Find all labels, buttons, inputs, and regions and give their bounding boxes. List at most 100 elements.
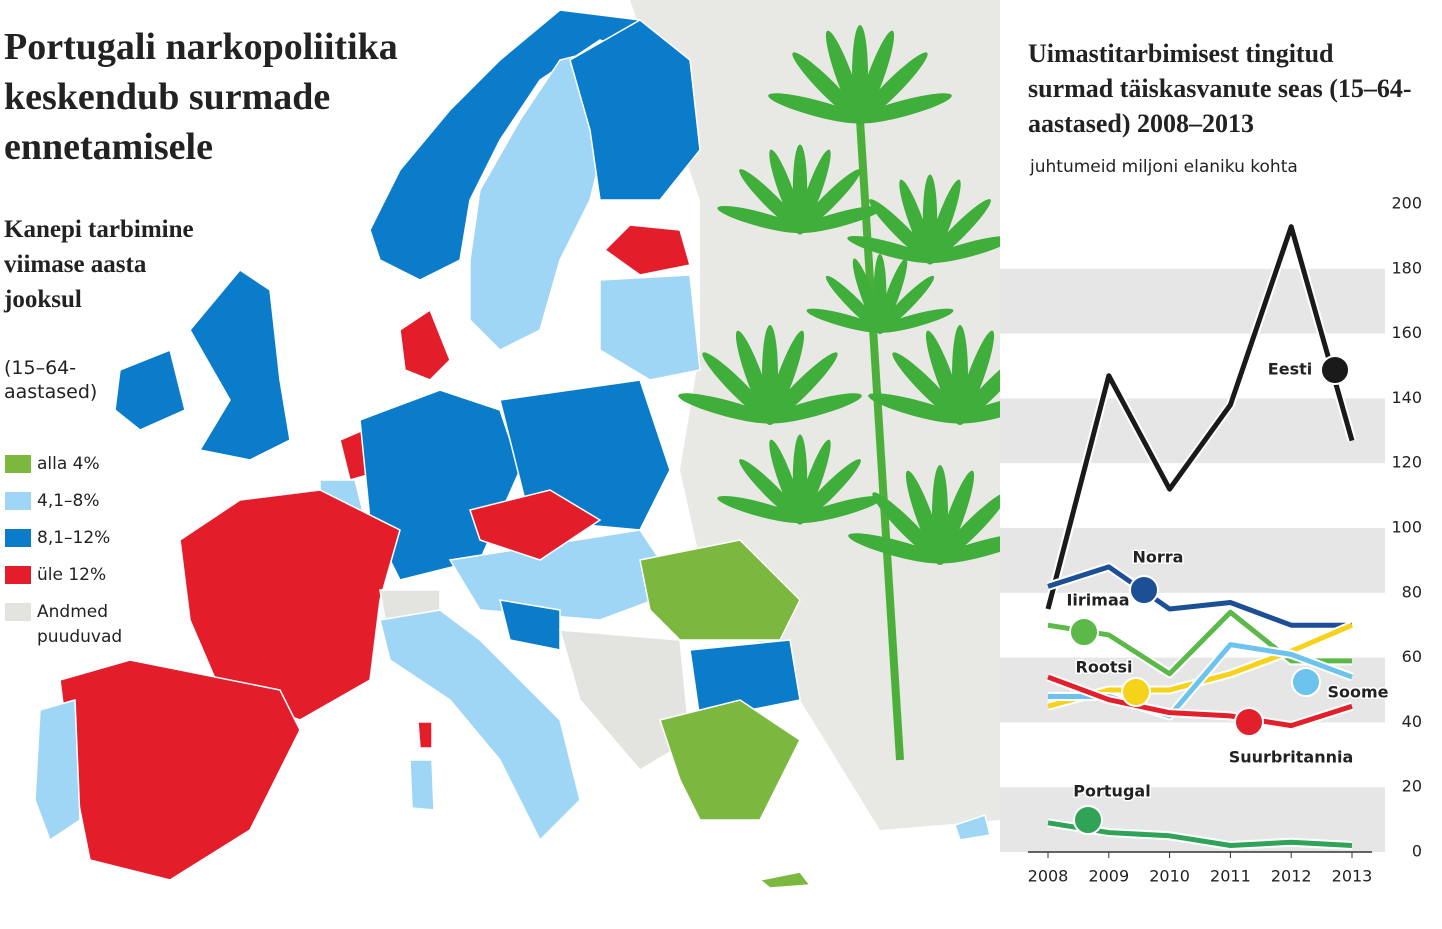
leaf bbox=[766, 352, 838, 424]
x-tick-label: 2010 bbox=[1149, 867, 1190, 886]
country bbox=[409, 759, 435, 811]
series-outline bbox=[1048, 640, 1354, 721]
flag bbox=[1234, 707, 1264, 737]
country bbox=[558, 629, 691, 771]
legend-swatch bbox=[5, 455, 31, 473]
grid-band bbox=[1000, 787, 1385, 852]
leaf bbox=[926, 199, 991, 264]
series-outline bbox=[1046, 562, 1352, 630]
flag bbox=[1129, 575, 1159, 605]
leaf bbox=[702, 352, 774, 424]
legend-label: üle 12% bbox=[37, 565, 107, 585]
leaf bbox=[856, 52, 928, 124]
series-line bbox=[1048, 642, 1353, 719]
leaf bbox=[955, 393, 1000, 424]
map-subtitle: Kanepi tarbimine viimase aasta jooksul bbox=[4, 216, 194, 313]
leaf bbox=[792, 52, 864, 124]
flag bbox=[1291, 667, 1321, 697]
country bbox=[379, 609, 581, 842]
series-label: Iirimaa bbox=[1066, 591, 1129, 610]
series-outline bbox=[1046, 672, 1354, 731]
series-outline bbox=[1043, 222, 1357, 611]
grid-band bbox=[1000, 398, 1385, 464]
series-label: Suurbritannia bbox=[1229, 748, 1354, 767]
leaf bbox=[935, 533, 1000, 564]
leaf bbox=[848, 533, 945, 564]
series-line bbox=[1047, 609, 1352, 677]
leaf bbox=[768, 93, 865, 124]
country bbox=[417, 721, 433, 749]
flag bbox=[1121, 677, 1151, 707]
leaf bbox=[717, 205, 805, 234]
y-tick-label: 100 bbox=[1391, 518, 1422, 537]
y-tick-label: 200 bbox=[1391, 194, 1422, 213]
legend-label: 4,1–8% bbox=[37, 491, 100, 511]
leaf bbox=[877, 258, 908, 334]
leaf bbox=[847, 235, 935, 264]
series-line bbox=[1047, 622, 1353, 709]
x-tick-label: 2008 bbox=[1028, 867, 1069, 886]
y-tick-label: 40 bbox=[1402, 712, 1422, 731]
leaf bbox=[797, 149, 831, 235]
flag bbox=[1069, 617, 1099, 647]
countries bbox=[34, 9, 991, 889]
plant bbox=[678, 25, 1000, 761]
leaf bbox=[825, 275, 884, 334]
country bbox=[639, 539, 801, 641]
series-outline bbox=[1047, 607, 1352, 679]
legend-swatch bbox=[5, 566, 31, 584]
leaf bbox=[678, 393, 775, 424]
leaf bbox=[892, 352, 964, 424]
country bbox=[689, 639, 801, 721]
country bbox=[448, 529, 682, 621]
country bbox=[114, 348, 186, 431]
map-subtitle-note: (15–64-aastased) bbox=[4, 357, 98, 403]
leaf bbox=[868, 393, 965, 424]
series-label: Norra bbox=[1133, 548, 1184, 567]
country bbox=[498, 599, 561, 651]
legend-label: 8,1–12% bbox=[37, 528, 111, 548]
series-label: Portugal bbox=[1073, 782, 1150, 801]
country bbox=[469, 489, 602, 561]
leaf bbox=[927, 179, 961, 265]
y-tick-label: 20 bbox=[1402, 777, 1422, 796]
leaf bbox=[795, 205, 883, 234]
series-label: Eesti bbox=[1268, 360, 1312, 379]
series-outline bbox=[1047, 818, 1353, 851]
y-tick-label: 120 bbox=[1391, 453, 1422, 472]
leaf bbox=[956, 352, 1000, 424]
leaf bbox=[872, 492, 944, 564]
grid-band bbox=[1000, 657, 1385, 723]
legend-label: alla 4% bbox=[37, 454, 100, 474]
x-tick-label: 2011 bbox=[1210, 867, 1251, 886]
leaf bbox=[765, 393, 862, 424]
y-tick-label: 0 bbox=[1412, 842, 1422, 861]
country bbox=[189, 269, 291, 461]
chart-subtitle: juhtumeid miljoni elaniku kohta bbox=[1030, 157, 1298, 177]
series-outline bbox=[1046, 621, 1354, 711]
series-line bbox=[1045, 224, 1355, 610]
leaf bbox=[856, 30, 895, 125]
country bbox=[599, 274, 701, 381]
x-tick-label: 2009 bbox=[1088, 867, 1129, 886]
series-line bbox=[1047, 674, 1353, 729]
country bbox=[369, 9, 652, 281]
legend-swatch bbox=[5, 529, 31, 547]
chart-title: Uimastitarbimisest tingitud surmad täisk… bbox=[1028, 39, 1412, 138]
y-tick-label: 180 bbox=[1391, 258, 1422, 277]
x-tick-label: 2012 bbox=[1271, 867, 1312, 886]
country bbox=[179, 489, 401, 721]
leaf bbox=[739, 459, 804, 524]
leaf bbox=[739, 169, 804, 234]
y-tick-label: 60 bbox=[1402, 647, 1422, 666]
grid-band bbox=[1000, 528, 1385, 593]
leaf bbox=[956, 330, 995, 425]
country bbox=[954, 814, 991, 841]
leaf bbox=[925, 235, 1000, 264]
leaf bbox=[797, 439, 831, 525]
leaf bbox=[766, 330, 805, 425]
series-line bbox=[1047, 564, 1352, 628]
legend-swatch bbox=[5, 603, 31, 621]
leaf bbox=[936, 492, 1000, 564]
country bbox=[399, 308, 451, 381]
